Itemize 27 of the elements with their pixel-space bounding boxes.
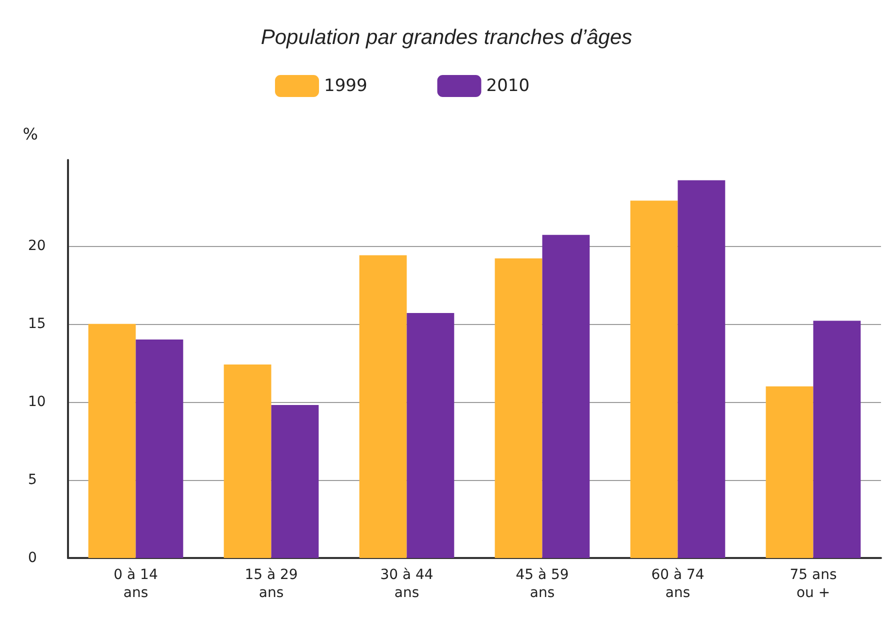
legend-label: 2010 <box>486 76 530 96</box>
chart-title: Population par grandes tranches d’âges <box>260 26 633 49</box>
bar <box>271 405 319 558</box>
y-axis-title: % <box>22 124 38 144</box>
bar <box>542 234 590 558</box>
y-tick-label: 15 <box>28 316 46 332</box>
y-tick-label: 20 <box>28 238 46 254</box>
bar <box>678 180 726 558</box>
bar <box>630 200 678 558</box>
bar <box>224 364 272 558</box>
x-tick-label: 0 à 14 ans <box>114 567 158 601</box>
x-tick-label: 30 à 44 ans <box>380 567 434 601</box>
y-tick-label: 0 <box>28 550 37 566</box>
bar <box>88 324 136 558</box>
y-tick-label: 10 <box>28 394 46 410</box>
legend-label: 1999 <box>324 76 368 96</box>
bar <box>136 339 184 558</box>
bar <box>359 255 407 558</box>
bar <box>406 312 454 558</box>
bar <box>494 258 542 558</box>
bar <box>813 320 861 558</box>
x-tick-label: 45 à 59 ans <box>516 567 569 601</box>
x-tick-label: 15 à 29 ans <box>244 567 298 601</box>
x-tick-label: 60 à 74 ans <box>651 567 704 601</box>
x-tick-label: 75 ans ou + <box>790 567 837 601</box>
bar <box>766 386 814 558</box>
y-tick-label: 5 <box>28 472 37 488</box>
